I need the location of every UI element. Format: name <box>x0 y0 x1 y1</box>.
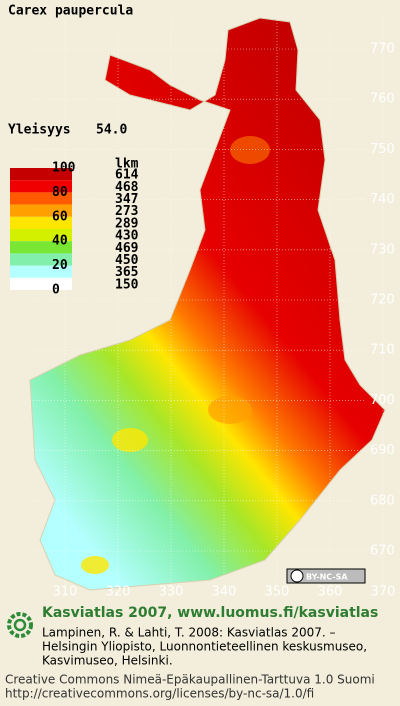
legend-swatch <box>10 265 72 278</box>
grid: 770 760 750 740 730 720 710 700 690 680 670 310 320 3… <box>30 20 395 600</box>
northing-label: 750 <box>370 142 395 157</box>
map <box>29 17 386 591</box>
easting-label: 360 <box>318 585 343 600</box>
legend-swatch <box>10 192 72 205</box>
hotspot <box>81 556 109 574</box>
easting-label: 330 <box>159 585 184 600</box>
site-title: Kasviatlas 2007, www.luomus.fi/kasviatla… <box>42 605 378 621</box>
legend-class-label: 40 <box>52 234 68 249</box>
northing-label: 770 <box>370 42 395 57</box>
legend-swatch <box>10 204 72 217</box>
species-title: Carex paupercula <box>8 4 133 19</box>
legend-count: 430 <box>115 229 139 244</box>
legend-count: 273 <box>115 204 138 219</box>
legend-swatch <box>10 180 72 193</box>
legend-swatch <box>10 277 72 290</box>
hotspot <box>230 136 270 164</box>
frequency-value: 54.0 <box>96 123 127 138</box>
easting-label: 320 <box>106 585 131 600</box>
license-line: Creative Commons Nimeä-Epäkaupallinen-Ta… <box>5 673 375 687</box>
legend-class-label: 60 <box>52 209 68 224</box>
northing-label: 670 <box>370 544 395 559</box>
count-header: lkm <box>115 157 139 172</box>
frequency-label: Yleisyys <box>8 123 71 138</box>
citation-line: Kasvimuseo, Helsinki. <box>42 654 173 668</box>
legend-swatch <box>10 253 72 266</box>
legend-count: 614 <box>115 168 139 183</box>
easting-label: 340 <box>212 585 237 600</box>
northing-label: 680 <box>370 493 395 508</box>
easting-label: 350 <box>265 585 290 600</box>
legend-count: 468 <box>115 180 139 195</box>
legend-count: 469 <box>115 241 138 256</box>
legend-class-label: 80 <box>52 185 68 200</box>
northing-label: 700 <box>370 393 395 408</box>
legend-swatch <box>10 168 72 181</box>
hotspot <box>208 396 252 424</box>
legend-class-label: 20 <box>52 258 68 273</box>
northing-label: 730 <box>370 242 395 257</box>
citation-line: Lampinen, R. & Lahti, T. 2008: Kasviatla… <box>42 626 336 640</box>
hotspot <box>112 428 148 452</box>
legend-count: 365 <box>115 265 138 280</box>
legend-swatch <box>10 216 72 229</box>
northing-label: 690 <box>370 443 395 458</box>
legend-count: 347 <box>115 192 138 207</box>
legend-class-label: 0 <box>52 283 60 298</box>
citation-line: Helsingin Yliopisto, Luonnontieteellinen… <box>42 640 367 654</box>
northing-label: 710 <box>370 343 395 358</box>
license-line: http://creativecommons.org/licenses/by-n… <box>5 687 314 701</box>
northing-label: 760 <box>370 92 395 107</box>
legend-swatch <box>10 229 72 242</box>
finland-map <box>29 17 386 591</box>
easting-label: 370 <box>371 585 396 600</box>
license-badge: BY-NC-SA <box>286 568 366 584</box>
legend-count: 289 <box>115 216 138 231</box>
badge-text: BY-NC-SA <box>306 573 348 582</box>
legend-count: 150 <box>115 277 139 292</box>
legend-count: 450 <box>115 253 139 268</box>
northing-label: 720 <box>370 293 395 308</box>
legend-class-label: 100 <box>52 161 76 176</box>
easting-label: 310 <box>53 585 78 600</box>
northing-label: 740 <box>370 192 395 207</box>
logo <box>7 612 33 638</box>
legend-swatch <box>10 241 72 254</box>
